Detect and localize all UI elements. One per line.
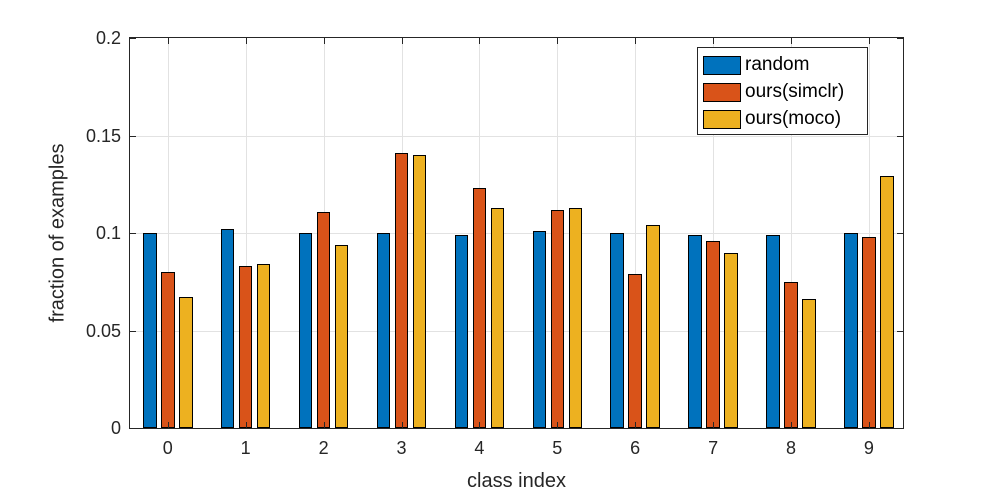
y-tick-label-0.1: 0.1 (95, 223, 121, 243)
y-tick-left-0.05 (130, 330, 136, 332)
bar-random-class-7 (688, 234, 702, 428)
x-tick-label-6: 6 (630, 438, 641, 458)
bar-ours-moco--class-8 (802, 299, 816, 428)
bar-ours-simclr--class-8 (784, 281, 798, 428)
legend-label-ours-moco-: ours(moco) (745, 108, 842, 129)
legend-swatch-ours-moco- (703, 109, 741, 129)
y-tick-left-0.2 (130, 38, 136, 39)
y-tick-label-0.15: 0.15 (85, 125, 121, 146)
x-tick-bottom-4 (479, 422, 481, 428)
gridline-x-1 (245, 38, 247, 428)
y-tick-left-0.1 (130, 233, 136, 234)
bar-random-class-0 (143, 233, 157, 428)
x-tick-label-2: 2 (318, 438, 329, 458)
bar-ours-simclr--class-2 (316, 211, 331, 428)
bar-ours-simclr--class-3 (394, 153, 409, 428)
gridline-x-7 (713, 38, 715, 428)
legend-entry-ours-simclr-: ours(simclr) (703, 79, 867, 105)
bar-ours-simclr--class-1 (238, 266, 253, 428)
y-tick-right-0 (897, 428, 903, 429)
legend: random ours(simclr) ours(moco) (697, 47, 868, 135)
x-tick-bottom-8 (791, 422, 792, 428)
y-tick-label-0.05: 0.05 (85, 320, 121, 341)
x-tick-top-4 (479, 38, 481, 44)
x-tick-label-9: 9 (863, 438, 874, 458)
bar-ours-moco--class-9 (880, 176, 894, 428)
y-tick-label-0: 0 (110, 418, 121, 438)
bar-ours-moco--class-1 (256, 264, 271, 428)
bar-random-class-8 (766, 234, 780, 428)
x-tick-top-3 (401, 38, 403, 44)
y-tick-right-0.05 (897, 330, 903, 332)
x-tick-top-1 (245, 38, 247, 44)
x-tick-bottom-9 (868, 422, 870, 428)
x-tick-top-6 (635, 38, 637, 44)
x-tick-top-5 (557, 38, 559, 44)
y-tick-right-0.2 (897, 38, 903, 39)
x-tick-top-2 (323, 38, 325, 44)
x-tick-label-5: 5 (552, 438, 563, 458)
bar-ours-moco--class-2 (334, 244, 349, 428)
bar-random-class-1 (220, 229, 235, 428)
bar-random-class-9 (844, 233, 858, 428)
x-tick-top-7 (713, 38, 715, 44)
legend-swatch-ours-simclr- (703, 82, 741, 102)
bar-random-class-4 (454, 234, 469, 428)
x-tick-bottom-0 (167, 422, 169, 428)
legend-entry-ours-moco-: ours(moco) (703, 106, 867, 132)
legend-swatch-random (703, 55, 741, 75)
gridline-y-0.1 (130, 233, 903, 234)
gridline-x-9 (868, 38, 870, 428)
legend-label-random: random (745, 54, 810, 75)
x-tick-top-9 (868, 38, 870, 44)
bar-random-class-5 (532, 231, 547, 428)
x-tick-top-8 (791, 38, 792, 44)
legend-label-ours-simclr-: ours(simclr) (745, 81, 845, 102)
y-tick-left-0.15 (130, 135, 136, 137)
bar-random-class-2 (298, 233, 313, 428)
gridline-y-0.15 (130, 135, 903, 137)
bar-random-class-3 (376, 233, 391, 428)
bar-ours-moco--class-6 (646, 225, 660, 428)
x-tick-label-4: 4 (474, 438, 485, 458)
x-tick-bottom-5 (557, 422, 559, 428)
bar-ours-simclr--class-9 (862, 236, 876, 428)
bar-ours-simclr--class-6 (628, 273, 642, 428)
bar-ours-simclr--class-4 (472, 188, 487, 428)
x-tick-bottom-1 (245, 422, 247, 428)
x-axis-title: class index (467, 470, 566, 492)
x-tick-label-0: 0 (162, 438, 173, 458)
bar-ours-simclr--class-0 (161, 272, 175, 428)
gridline-x-8 (791, 38, 792, 428)
x-tick-bottom-6 (635, 422, 637, 428)
legend-entry-random: random (703, 52, 867, 78)
x-tick-label-8: 8 (785, 438, 796, 458)
y-tick-label-0.2: 0.2 (95, 28, 121, 48)
gridline-x-6 (635, 38, 637, 428)
bar-ours-moco--class-7 (724, 252, 738, 428)
bar-ours-moco--class-4 (490, 207, 505, 428)
bar-random-class-6 (610, 233, 624, 428)
x-tick-label-1: 1 (240, 438, 251, 458)
bar-ours-moco--class-3 (412, 155, 427, 428)
bar-ours-simclr--class-7 (706, 240, 720, 428)
x-tick-top-0 (167, 38, 169, 44)
gridline-x-0 (167, 38, 169, 428)
x-tick-label-7: 7 (708, 438, 719, 458)
y-tick-right-0.1 (897, 233, 903, 234)
x-tick-bottom-3 (401, 422, 403, 428)
y-tick-right-0.15 (897, 135, 903, 137)
x-tick-label-3: 3 (396, 438, 407, 458)
bar-ours-simclr--class-5 (550, 209, 565, 428)
bar-ours-moco--class-0 (179, 297, 193, 428)
bar-ours-moco--class-5 (568, 207, 583, 428)
x-tick-bottom-2 (323, 422, 325, 428)
gridline-y-0.05 (130, 330, 903, 332)
y-tick-left-0 (130, 428, 136, 429)
x-tick-bottom-7 (713, 422, 715, 428)
